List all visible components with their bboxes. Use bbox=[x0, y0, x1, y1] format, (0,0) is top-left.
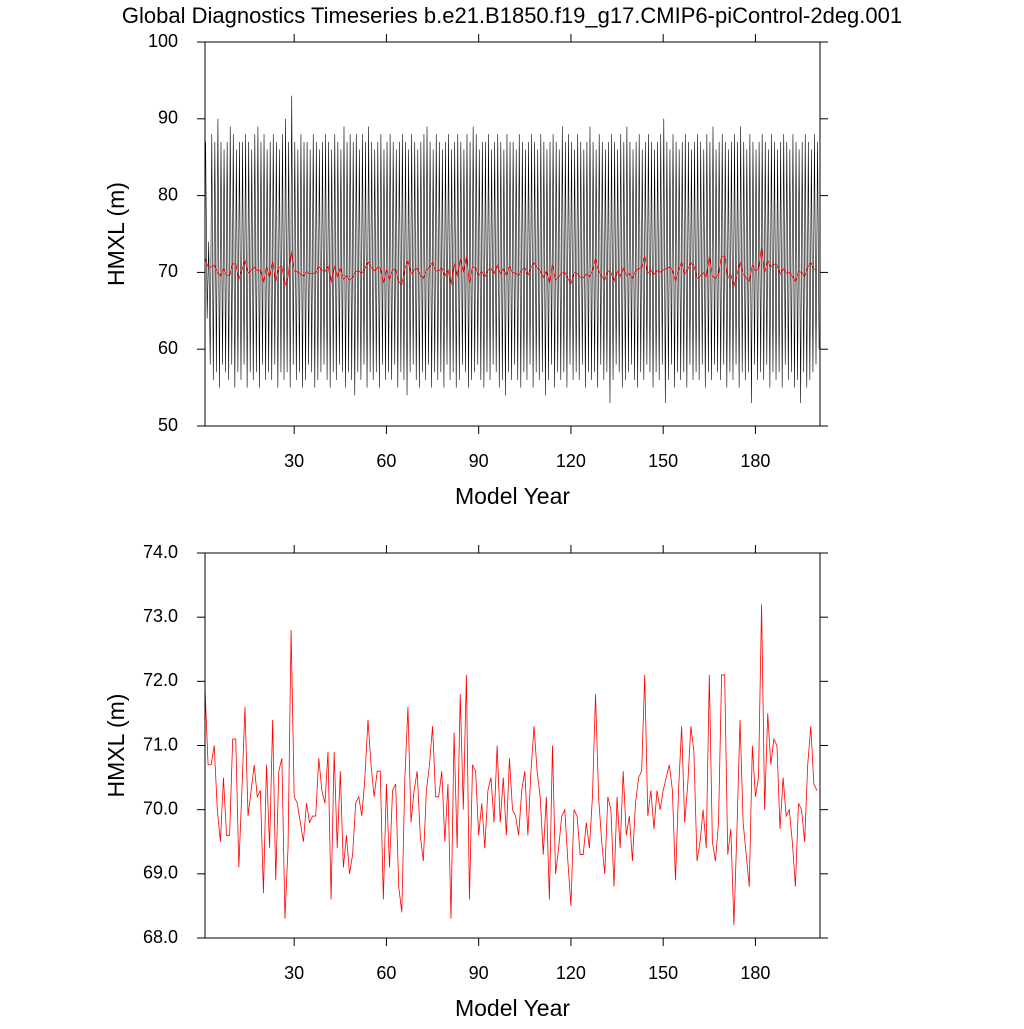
x-tick-label: 150 bbox=[648, 451, 678, 471]
plot-frame bbox=[204, 41, 821, 427]
x-axis-label: Model Year bbox=[455, 995, 570, 1021]
x-tick-label: 90 bbox=[469, 451, 489, 471]
x-axis-label: Model Year bbox=[455, 483, 570, 509]
plot-frame bbox=[204, 552, 821, 939]
y-tick-label: 73.0 bbox=[143, 606, 178, 626]
y-tick-label: 70 bbox=[158, 261, 178, 281]
y-tick-label: 70.0 bbox=[143, 798, 178, 818]
y-tick-label: 68.0 bbox=[143, 927, 178, 947]
x-tick-label: 120 bbox=[556, 451, 586, 471]
y-axis-label: HMXL (m) bbox=[103, 694, 129, 798]
x-tick-label: 180 bbox=[740, 963, 770, 983]
x-tick-label: 150 bbox=[648, 963, 678, 983]
x-tick-label: 60 bbox=[376, 451, 396, 471]
y-tick-label: 100 bbox=[148, 31, 178, 51]
y-tick-label: 80 bbox=[158, 184, 178, 204]
y-tick-label: 69.0 bbox=[143, 863, 178, 883]
y-tick-label: 90 bbox=[158, 108, 178, 128]
x-tick-label: 30 bbox=[284, 963, 304, 983]
x-tick-label: 30 bbox=[284, 451, 304, 471]
y-tick-label: 71.0 bbox=[143, 734, 178, 754]
y-tick-label: 72.0 bbox=[143, 670, 178, 690]
chart-title: Global Diagnostics Timeseries b.e21.B185… bbox=[122, 3, 902, 28]
data-line bbox=[205, 95, 820, 403]
y-tick-label: 74.0 bbox=[143, 542, 178, 562]
x-tick-label: 180 bbox=[740, 451, 770, 471]
y-axis-label: HMXL (m) bbox=[103, 182, 129, 286]
x-tick-label: 60 bbox=[376, 963, 396, 983]
x-tick-label: 120 bbox=[556, 963, 586, 983]
y-tick-label: 50 bbox=[158, 415, 178, 435]
y-tick-label: 60 bbox=[158, 338, 178, 358]
x-tick-label: 90 bbox=[469, 963, 489, 983]
data-line bbox=[204, 247, 818, 288]
data-line bbox=[204, 604, 818, 926]
